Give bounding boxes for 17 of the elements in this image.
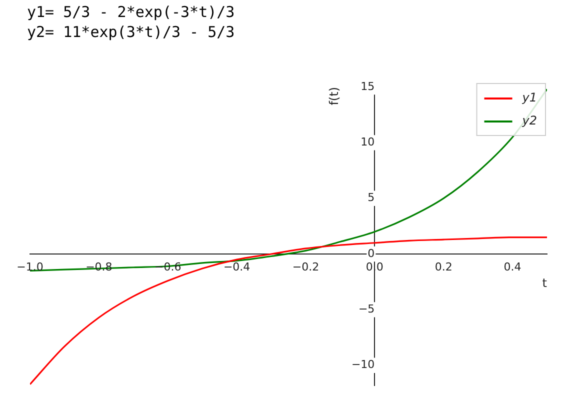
y-tick-label: 0 <box>368 246 375 260</box>
text: y1= 5/3 - 2*exp(-3*t)/3 <box>27 2 235 22</box>
y-tick-label: 15 <box>360 80 375 93</box>
y-tick-label: 10 <box>360 136 375 149</box>
x-tick-label: −0.2 <box>292 260 320 274</box>
x-axis-title: t <box>542 276 548 290</box>
x-tick-label: −0.4 <box>223 260 250 274</box>
y-tick-label: −5 <box>358 302 375 316</box>
x-tick-label: −1.0 <box>16 260 44 274</box>
legend-label: y1 <box>521 90 538 105</box>
legend-label: y2 <box>521 114 538 128</box>
y-tick-label: 5 <box>368 191 375 204</box>
y-axis-title: f(t) <box>326 87 341 106</box>
x-tick-label: 0.4 <box>504 260 522 274</box>
y-tick-label: −10 <box>351 358 375 372</box>
text: y2= 11*exp(3*t)/3 - 5/3 <box>27 22 235 42</box>
x-tick-label: 0.2 <box>434 260 452 274</box>
